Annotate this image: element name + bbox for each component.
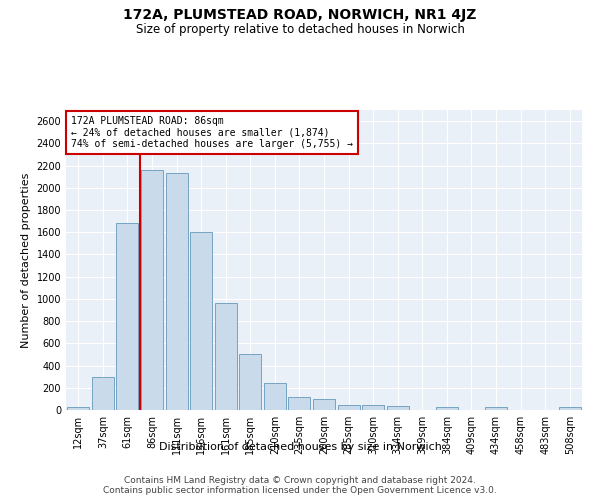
Text: Contains public sector information licensed under the Open Government Licence v3: Contains public sector information licen… [103,486,497,495]
Bar [116,224,139,410]
Bar [215,304,237,410]
Text: 172A, PLUMSTEAD ROAD, NORWICH, NR1 4JZ: 172A, PLUMSTEAD ROAD, NORWICH, NR1 4JZ [124,8,476,22]
Bar [386,406,409,410]
Bar [362,405,384,410]
Bar [141,170,163,410]
Bar [190,232,212,410]
Text: Distribution of detached houses by size in Norwich: Distribution of detached houses by size … [158,442,442,452]
Bar [239,354,262,410]
Text: Size of property relative to detached houses in Norwich: Size of property relative to detached ho… [136,22,464,36]
Bar [289,396,310,410]
Bar [485,407,507,410]
Bar [313,399,335,410]
Text: 172A PLUMSTEAD ROAD: 86sqm
← 24% of detached houses are smaller (1,874)
74% of s: 172A PLUMSTEAD ROAD: 86sqm ← 24% of deta… [71,116,353,149]
Bar [67,407,89,410]
Bar [92,376,114,410]
Bar [559,407,581,410]
Bar [436,406,458,410]
Bar [338,405,359,410]
Text: Contains HM Land Registry data © Crown copyright and database right 2024.: Contains HM Land Registry data © Crown c… [124,476,476,485]
Y-axis label: Number of detached properties: Number of detached properties [21,172,31,348]
Bar [264,384,286,410]
Bar [166,174,188,410]
